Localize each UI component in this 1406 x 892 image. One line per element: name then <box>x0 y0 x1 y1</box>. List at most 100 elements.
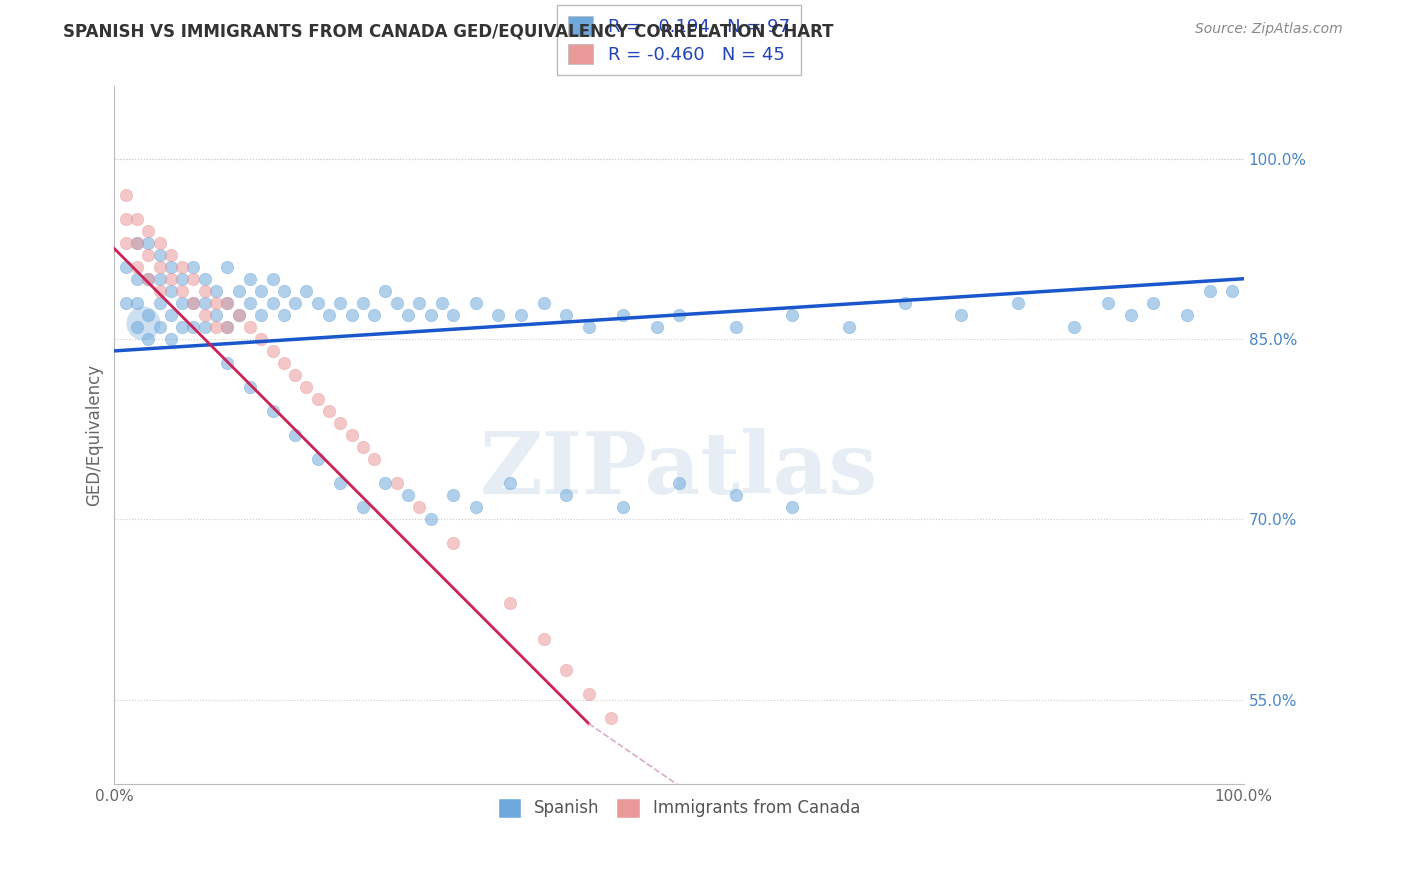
Point <box>396 488 419 502</box>
Point <box>374 476 396 491</box>
Point <box>396 308 419 322</box>
Point <box>194 319 217 334</box>
Point <box>160 332 183 346</box>
Point <box>295 284 318 298</box>
Point <box>160 308 183 322</box>
Point <box>125 295 148 310</box>
Point <box>183 319 205 334</box>
Point <box>352 500 374 515</box>
Point <box>136 224 159 238</box>
Point <box>533 632 555 647</box>
Point <box>160 248 183 262</box>
Point <box>894 295 917 310</box>
Point <box>295 380 318 394</box>
Point <box>114 235 136 250</box>
Point <box>183 295 205 310</box>
Point <box>131 316 153 330</box>
Point <box>555 663 578 677</box>
Point <box>114 187 136 202</box>
Point <box>160 260 183 274</box>
Point <box>1007 295 1029 310</box>
Point <box>262 404 284 418</box>
Point <box>284 295 307 310</box>
Point <box>172 295 194 310</box>
Point <box>837 319 859 334</box>
Point <box>1142 295 1164 310</box>
Point <box>612 500 634 515</box>
Point <box>217 319 239 334</box>
Point <box>499 476 522 491</box>
Point <box>149 284 172 298</box>
Point <box>149 260 172 274</box>
Point <box>228 308 250 322</box>
Point <box>183 260 205 274</box>
Point <box>307 295 329 310</box>
Point <box>228 308 250 322</box>
Point <box>533 295 555 310</box>
Point <box>125 211 148 226</box>
Point <box>284 368 307 382</box>
Point <box>1063 319 1085 334</box>
Point <box>136 235 159 250</box>
Point <box>172 319 194 334</box>
Point <box>194 271 217 285</box>
Point <box>172 284 194 298</box>
Point <box>578 687 600 701</box>
Point <box>307 392 329 406</box>
Point <box>1119 308 1142 322</box>
Point <box>318 404 340 418</box>
Point <box>136 332 159 346</box>
Point <box>183 295 205 310</box>
Point <box>136 271 159 285</box>
Point <box>464 500 486 515</box>
Point <box>724 319 747 334</box>
Point <box>205 308 228 322</box>
Point <box>340 308 363 322</box>
Point <box>149 248 172 262</box>
Point <box>352 440 374 454</box>
Point <box>329 476 352 491</box>
Point <box>136 308 159 322</box>
Point <box>724 488 747 502</box>
Point <box>205 319 228 334</box>
Point <box>205 284 228 298</box>
Point <box>149 235 172 250</box>
Point <box>250 284 273 298</box>
Point <box>668 476 690 491</box>
Point <box>262 271 284 285</box>
Legend: Spanish, Immigrants from Canada: Spanish, Immigrants from Canada <box>491 791 868 824</box>
Point <box>114 295 136 310</box>
Point <box>273 356 295 370</box>
Point <box>183 271 205 285</box>
Point <box>555 488 578 502</box>
Point <box>149 271 172 285</box>
Point <box>441 488 464 502</box>
Point <box>780 308 803 322</box>
Point <box>555 308 578 322</box>
Point <box>441 536 464 550</box>
Point <box>217 295 239 310</box>
Point <box>239 319 262 334</box>
Text: Source: ZipAtlas.com: Source: ZipAtlas.com <box>1195 22 1343 37</box>
Point <box>217 260 239 274</box>
Point <box>499 596 522 610</box>
Point <box>363 308 385 322</box>
Point <box>239 380 262 394</box>
Y-axis label: GED/Equivalency: GED/Equivalency <box>86 364 103 506</box>
Point <box>780 500 803 515</box>
Point <box>1175 308 1198 322</box>
Point <box>284 428 307 442</box>
Text: SPANISH VS IMMIGRANTS FROM CANADA GED/EQUIVALENCY CORRELATION CHART: SPANISH VS IMMIGRANTS FROM CANADA GED/EQ… <box>63 22 834 40</box>
Point <box>194 284 217 298</box>
Point <box>136 271 159 285</box>
Point <box>612 308 634 322</box>
Point <box>250 332 273 346</box>
Point <box>194 295 217 310</box>
Point <box>250 308 273 322</box>
Point <box>385 476 408 491</box>
Point <box>172 260 194 274</box>
Point <box>262 295 284 310</box>
Point <box>273 284 295 298</box>
Point <box>1222 284 1244 298</box>
Point <box>578 319 600 334</box>
